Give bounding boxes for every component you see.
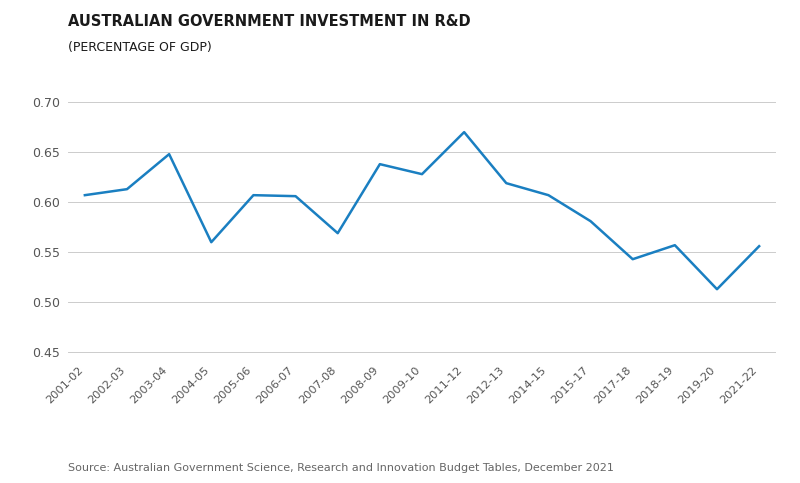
Text: AUSTRALIAN GOVERNMENT INVESTMENT IN R&D: AUSTRALIAN GOVERNMENT INVESTMENT IN R&D xyxy=(68,14,470,29)
Text: (PERCENTAGE OF GDP): (PERCENTAGE OF GDP) xyxy=(68,41,212,54)
Text: Source: Australian Government Science, Research and Innovation Budget Tables, De: Source: Australian Government Science, R… xyxy=(68,463,614,473)
